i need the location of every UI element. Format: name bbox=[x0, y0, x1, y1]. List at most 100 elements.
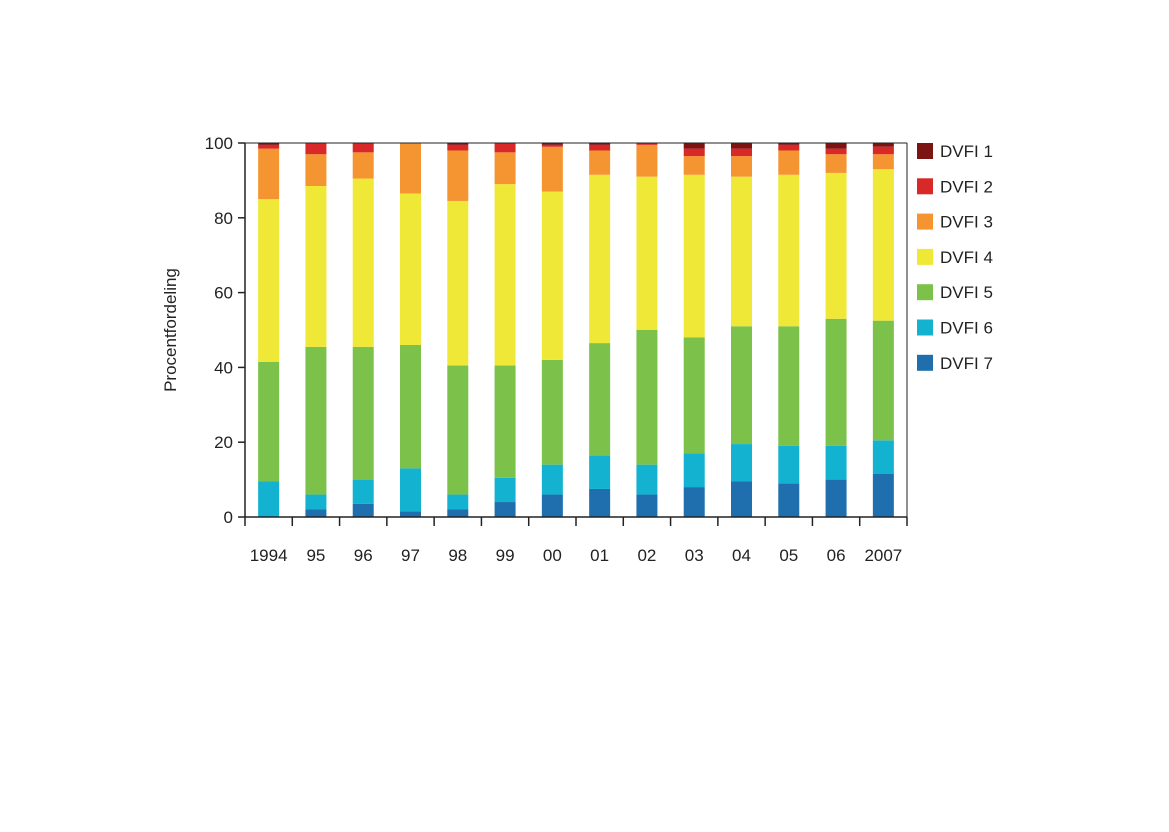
bar-segment-dvfi-5-95 bbox=[305, 346, 327, 495]
bar-segment-dvfi-3-00 bbox=[541, 146, 563, 192]
bar-segment-dvfi-3-05 bbox=[778, 150, 800, 175]
x-tick-label: 02 bbox=[637, 546, 656, 565]
bar-segment-dvfi-4-02 bbox=[636, 176, 658, 330]
bar-segment-dvfi-4-00 bbox=[541, 191, 563, 360]
bar-segment-dvfi-1-98 bbox=[447, 143, 469, 145]
x-tick-label: 1994 bbox=[250, 546, 288, 565]
bar-segment-dvfi-2-00 bbox=[541, 144, 563, 147]
bar-segment-dvfi-7-02 bbox=[636, 494, 658, 517]
legend-swatch bbox=[917, 213, 933, 230]
legend-item-dvfi-4: DVFI 4 bbox=[917, 248, 993, 267]
bar-segment-dvfi-4-2007 bbox=[872, 169, 894, 321]
bar-segment-dvfi-7-05 bbox=[778, 483, 800, 517]
bar-segment-dvfi-3-03 bbox=[683, 156, 705, 175]
y-tick-label: 0 bbox=[224, 508, 233, 527]
bar-segment-dvfi-6-95 bbox=[305, 494, 327, 510]
legend-item-dvfi-3: DVFI 3 bbox=[917, 213, 993, 232]
bar-segment-dvfi-3-98 bbox=[447, 150, 469, 201]
bar-segment-dvfi-4-97 bbox=[400, 193, 421, 345]
bar-segment-dvfi-5-98 bbox=[447, 365, 469, 495]
x-tick-label: 98 bbox=[448, 546, 467, 565]
x-tick-label: 2007 bbox=[864, 546, 902, 565]
bar-segment-dvfi-7-06 bbox=[825, 479, 847, 517]
legend-swatch bbox=[917, 319, 933, 336]
bar-segment-dvfi-2-04 bbox=[731, 148, 752, 157]
legend-label: DVFI 7 bbox=[940, 354, 993, 373]
axes-layer bbox=[244, 142, 908, 518]
x-tick-label: 04 bbox=[732, 546, 751, 565]
bar-segment-dvfi-3-04 bbox=[731, 156, 752, 177]
bar-segment-dvfi-5-96 bbox=[352, 346, 374, 480]
legend-label: DVFI 6 bbox=[940, 319, 993, 338]
bar-segment-dvfi-1-06 bbox=[825, 143, 847, 149]
bar-segment-dvfi-6-99 bbox=[494, 477, 516, 503]
legend-item-dvfi-6: DVFI 6 bbox=[917, 319, 993, 338]
bar-segment-dvfi-6-1994 bbox=[258, 481, 280, 517]
legend-swatch bbox=[917, 284, 933, 301]
legend-swatch bbox=[917, 178, 933, 195]
bar-segment-dvfi-7-98 bbox=[447, 509, 469, 517]
bar-segment-dvfi-1-04 bbox=[731, 143, 752, 149]
bar-segment-dvfi-2-2007 bbox=[872, 146, 894, 155]
x-tick-label: 97 bbox=[401, 546, 420, 565]
y-tick-label: 40 bbox=[214, 358, 233, 377]
bar-segment-dvfi-2-99 bbox=[494, 143, 516, 153]
bar-segment-dvfi-4-01 bbox=[589, 174, 611, 344]
bar-segment-dvfi-6-98 bbox=[447, 494, 469, 510]
bar-segment-dvfi-5-97 bbox=[400, 344, 421, 469]
bar-segment-dvfi-7-99 bbox=[494, 502, 516, 517]
legend: DVFI 1 DVFI 2 DVFI 3 DVFI 4 DVFI 5 DVFI 6 DVFI… bbox=[917, 142, 993, 373]
bar-segment-dvfi-5-99 bbox=[494, 365, 516, 478]
bar-segment-dvfi-2-96 bbox=[352, 143, 374, 153]
bar-segment-dvfi-4-95 bbox=[305, 186, 327, 347]
bar-segment-dvfi-6-97 bbox=[400, 468, 421, 512]
bar-segment-dvfi-1-01 bbox=[589, 143, 611, 145]
bar-segment-dvfi-1-2007 bbox=[872, 143, 894, 147]
bar-segment-dvfi-5-00 bbox=[541, 359, 563, 465]
bar-segment-dvfi-3-2007 bbox=[872, 154, 894, 170]
y-tick-label: 100 bbox=[205, 134, 233, 153]
bar-segment-dvfi-6-06 bbox=[825, 445, 847, 480]
y-tick-label: 80 bbox=[214, 209, 233, 228]
bar-segment-dvfi-2-98 bbox=[447, 144, 469, 151]
bar-segment-dvfi-2-03 bbox=[683, 148, 705, 157]
x-tick-label: 99 bbox=[496, 546, 515, 565]
bar-segment-dvfi-3-01 bbox=[589, 150, 611, 175]
bar-segment-dvfi-6-03 bbox=[683, 453, 705, 488]
x-tick-label: 00 bbox=[543, 546, 562, 565]
bar-segment-dvfi-7-00 bbox=[541, 494, 563, 517]
legend-label: DVFI 1 bbox=[940, 142, 993, 161]
x-tick-label: 05 bbox=[779, 546, 798, 565]
bar-segment-dvfi-6-2007 bbox=[872, 440, 894, 474]
bar-segment-dvfi-3-1994 bbox=[258, 148, 280, 200]
bar-segment-dvfi-3-95 bbox=[305, 154, 327, 187]
legend-item-dvfi-7: DVFI 7 bbox=[917, 354, 993, 373]
bar-segment-dvfi-7-03 bbox=[683, 487, 705, 517]
bar-segment-dvfi-7-01 bbox=[589, 488, 611, 517]
bar-segment-dvfi-5-04 bbox=[731, 326, 752, 445]
bar-segment-dvfi-2-1994 bbox=[258, 144, 280, 149]
bar-segment-dvfi-2-05 bbox=[778, 144, 800, 151]
x-tick-label: 96 bbox=[354, 546, 373, 565]
legend-label: DVFI 4 bbox=[940, 248, 993, 267]
bar-segment-dvfi-3-99 bbox=[494, 152, 516, 185]
y-tick-label: 60 bbox=[214, 284, 233, 303]
bar-segment-dvfi-4-98 bbox=[447, 200, 469, 366]
bars-layer bbox=[258, 143, 894, 517]
bar-segment-dvfi-3-02 bbox=[636, 144, 658, 177]
bar-segment-dvfi-5-1994 bbox=[258, 361, 280, 482]
bar-segment-dvfi-2-01 bbox=[589, 144, 611, 151]
legend-swatch bbox=[917, 354, 933, 371]
bar-segment-dvfi-5-02 bbox=[636, 330, 658, 465]
ticks-layer: 0 20 40 60 80 100 1994 95 96 97 98 99 00 01 02 03 04 05 06… bbox=[205, 134, 908, 565]
bar-segment-dvfi-2-02 bbox=[636, 143, 658, 145]
legend-swatch bbox=[917, 143, 933, 159]
bar-segment-dvfi-6-05 bbox=[778, 445, 800, 484]
bar-segment-dvfi-6-01 bbox=[589, 455, 611, 489]
bar-segment-dvfi-5-01 bbox=[589, 343, 611, 456]
bar-segment-dvfi-3-96 bbox=[352, 152, 374, 179]
legend-item-dvfi-5: DVFI 5 bbox=[917, 283, 993, 302]
bar-segment-dvfi-6-96 bbox=[352, 479, 374, 504]
